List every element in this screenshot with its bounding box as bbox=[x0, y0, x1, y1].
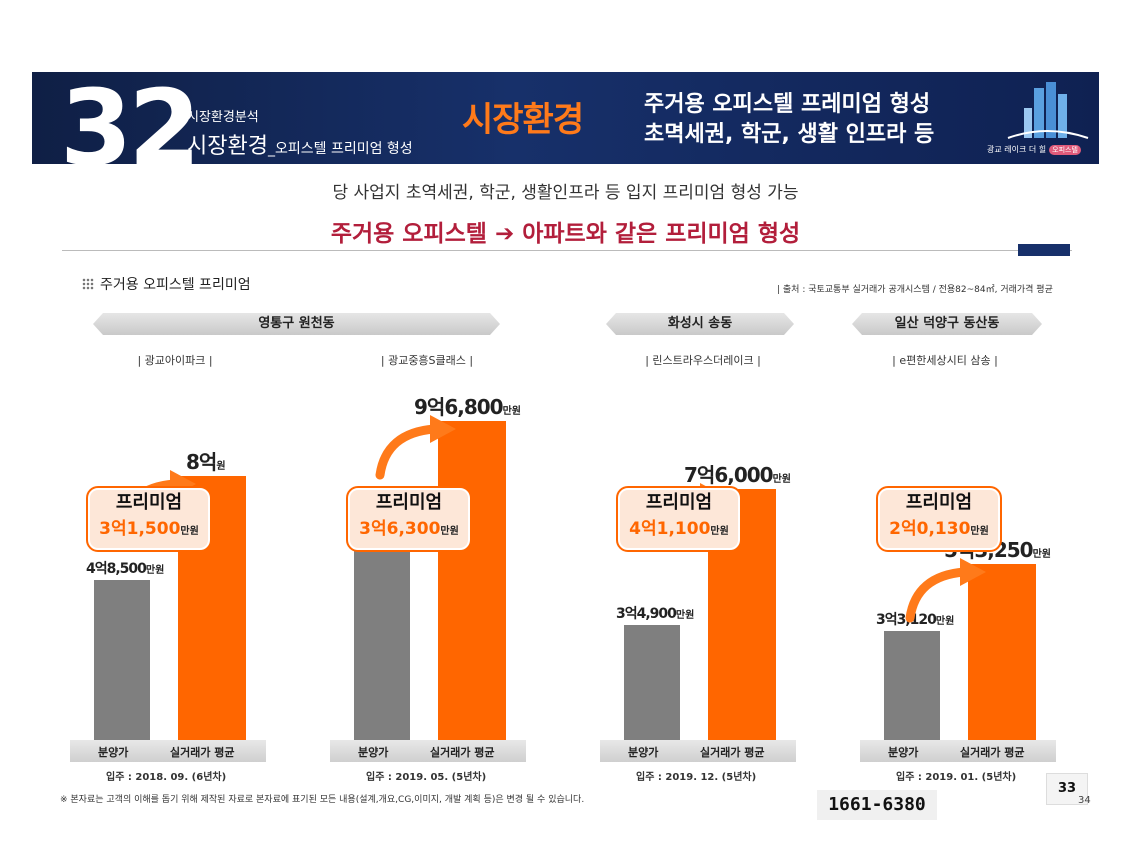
building-name: | 린스트라우스더레이크 | bbox=[645, 354, 761, 367]
trade-unit: 원 bbox=[216, 461, 226, 472]
section-big-suffix: _오피스텔 프리미엄 형성 bbox=[267, 141, 413, 157]
building-name: | 광교중흥S클래스 | bbox=[380, 354, 474, 367]
premium-badge: 프리미엄 3억1,500만원 bbox=[86, 486, 212, 552]
premium-title: 프리미엄 bbox=[115, 492, 183, 513]
x-axis-band: 분양가 실거래가 평균 bbox=[600, 740, 796, 762]
category-label: 실거래가 평균 bbox=[960, 746, 1025, 759]
trade-unit: 만원 bbox=[502, 405, 521, 417]
phone-number[interactable]: 1661-6380 bbox=[817, 790, 937, 820]
premium-value: 3억6,300 bbox=[359, 519, 441, 539]
curved-arrow-icon bbox=[375, 414, 456, 480]
premium-badge: 프리미엄 4억1,100만원 bbox=[616, 486, 742, 552]
header-subtitle-2: 초멱세권, 학군, 생활 인프라 등 bbox=[644, 122, 935, 147]
sale-unit: 만원 bbox=[145, 564, 165, 576]
x-axis-band: 분양가 실거래가 평균 bbox=[860, 740, 1056, 762]
move-in-date: 입주 : 2019. 05. (5년차) bbox=[366, 772, 487, 783]
premium-value-label: 3억6,300만원 bbox=[348, 514, 470, 539]
main-headline: 주거용 오피스텔 ➔ 아파트와 같은 프리미엄 형성 bbox=[330, 221, 801, 247]
trade-value: 9억6,800 bbox=[414, 394, 504, 419]
divider bbox=[62, 250, 1072, 251]
sale-value-label: 4억8,500만원 bbox=[86, 558, 164, 578]
section-big-text: 시장환경 bbox=[187, 134, 268, 159]
premium-value: 3억1,500 bbox=[99, 519, 181, 539]
building-name: | e편한세상시티 삼송 | bbox=[892, 354, 998, 367]
header-subtitle-1: 주거용 오피스텔 프레미엄 형성 bbox=[644, 92, 931, 117]
section-big-label: 시장환경_오피스텔 프리미엄 형성 bbox=[187, 128, 413, 160]
premium-badge: 프리미엄 2억0,130만원 bbox=[876, 486, 1002, 552]
premium-unit: 만원 bbox=[970, 526, 989, 537]
building-name: | 광교아이파크 | bbox=[137, 354, 213, 367]
bar-trade bbox=[968, 564, 1036, 740]
bar-trade bbox=[438, 420, 506, 740]
premium-value: 2억0,130 bbox=[889, 519, 971, 539]
divider-accent bbox=[1018, 244, 1070, 256]
bar-sale bbox=[354, 540, 410, 740]
bar-sale bbox=[884, 630, 940, 740]
sale-value: 3억4,900 bbox=[616, 605, 677, 622]
page-indicator-secondary: 34 bbox=[1078, 795, 1091, 806]
x-axis-band: 분양가 실거래가 평균 bbox=[330, 740, 526, 762]
region-banner-ilsan: 일산 덕양구 동산동 bbox=[852, 313, 1042, 335]
page-indicator: 33 bbox=[1046, 773, 1088, 805]
trade-value-label: 8억원 bbox=[186, 446, 226, 475]
region-banner-hwaseong: 화성시 송동 bbox=[606, 313, 794, 335]
grid-dots-icon bbox=[82, 278, 94, 290]
section-label: 주거용 오피스텔 프리미엄 bbox=[82, 274, 251, 294]
header-banner: 32 시장환경분석 시장환경_오피스텔 프리미엄 형성 시장환경 주거용 오피스… bbox=[32, 72, 1099, 164]
sale-unit: 만원 bbox=[935, 615, 955, 627]
premium-unit: 만원 bbox=[440, 526, 459, 537]
premium-badge: 프리미엄 3억6,300만원 bbox=[346, 486, 472, 552]
sale-value-label: 3억4,900만원 bbox=[616, 603, 694, 623]
bar-sale bbox=[94, 579, 150, 740]
premium-unit: 만원 bbox=[180, 526, 199, 537]
bar-sale bbox=[624, 624, 680, 740]
trade-value: 8억 bbox=[186, 450, 217, 474]
move-in-date: 입주 : 2019. 12. (5년차) bbox=[636, 772, 757, 783]
curved-arrow-icon bbox=[905, 558, 986, 623]
move-in-date: 입주 : 2018. 09. (6년차) bbox=[106, 772, 227, 783]
building-logo-icon bbox=[1007, 82, 1089, 139]
footnote: ※ 본자료는 고객의 이해를 돕기 위해 제작된 자료로 본자료에 표기된 모든… bbox=[60, 795, 585, 805]
section-label-text: 주거용 오피스텔 프리미엄 bbox=[100, 277, 251, 293]
premium-title: 프리미엄 bbox=[645, 492, 713, 513]
trade-unit: 만원 bbox=[1032, 549, 1051, 561]
category-label: 실거래가 평균 bbox=[700, 746, 765, 759]
move-in-date: 입주 : 2019. 01. (5년차) bbox=[896, 772, 1017, 783]
logo-name: 광교 레이크 더 힐 bbox=[987, 145, 1047, 154]
trade-value-label: 7억6,000만원 bbox=[684, 459, 791, 488]
trade-value-label: 9억6,800만원 bbox=[414, 391, 521, 420]
premium-unit: 만원 bbox=[710, 526, 729, 537]
sale-value: 4억8,500 bbox=[86, 560, 147, 577]
premium-value-label: 4억1,100만원 bbox=[618, 514, 740, 539]
region-banner-yeongtong: 영통구 원천동 bbox=[93, 313, 500, 335]
premium-value: 4억1,100 bbox=[629, 519, 711, 539]
source-note: | 출처 : 국토교통부 실거래가 공개시스템 / 전용82~84㎡, 거래가격… bbox=[777, 285, 1053, 295]
sub-headline: 당 사업지 초역세권, 학군, 생활인프라 등 입지 프리미엄 형성 가능 bbox=[332, 183, 799, 203]
section-small-label: 시장환경분석 bbox=[187, 110, 259, 125]
category-label: 분양가 bbox=[98, 746, 129, 759]
category-label: 분양가 bbox=[888, 746, 919, 759]
category-label: 분양가 bbox=[628, 746, 659, 759]
trade-unit: 만원 bbox=[772, 474, 791, 486]
premium-value-label: 2억0,130만원 bbox=[878, 514, 1000, 539]
premium-title: 프리미엄 bbox=[905, 492, 973, 513]
page-number: 32 bbox=[60, 72, 201, 164]
category-label: 실거래가 평균 bbox=[170, 746, 235, 759]
x-axis-band: 분양가 실거래가 평균 bbox=[70, 740, 266, 762]
sale-unit: 만원 bbox=[675, 609, 695, 621]
trade-value: 7억6,000 bbox=[684, 463, 774, 488]
logo-text: 광교 레이크 더 힐 오피스텔 bbox=[987, 144, 1081, 155]
category-label: 실거래가 평균 bbox=[430, 746, 495, 759]
premium-value-label: 3억1,500만원 bbox=[88, 514, 210, 539]
premium-title: 프리미엄 bbox=[375, 492, 443, 513]
header-title: 시장환경 bbox=[462, 100, 584, 140]
category-label: 분양가 bbox=[358, 746, 389, 759]
logo-badge: 오피스텔 bbox=[1049, 145, 1081, 155]
